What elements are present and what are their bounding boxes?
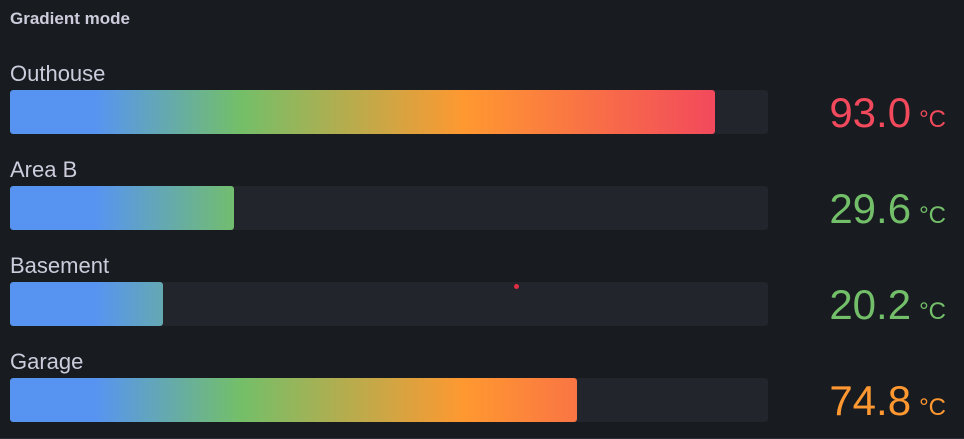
row-label: Outhouse	[10, 61, 106, 86]
value-display: 74.8 °C	[829, 379, 946, 423]
value-number: 93.0	[829, 89, 912, 136]
bar-fill	[10, 378, 577, 422]
value-unit: °C	[919, 298, 946, 325]
bar-fill	[10, 186, 234, 230]
gauge-row-outhouse: Outhouse 93.0 °C	[0, 61, 964, 151]
bar-track	[10, 186, 768, 230]
bar-track	[10, 282, 768, 326]
value-display: 20.2 °C	[829, 283, 946, 327]
value-number: 29.6	[829, 185, 912, 232]
bar-fill	[10, 90, 715, 134]
value-display: 29.6 °C	[829, 187, 946, 231]
gauge-row-garage: Garage 74.8 °C	[0, 349, 964, 439]
row-label: Basement	[10, 253, 110, 278]
bar-track	[10, 90, 768, 134]
panel-title[interactable]: Gradient mode	[10, 9, 130, 28]
cursor-dot	[514, 284, 519, 289]
value-unit: °C	[919, 202, 946, 229]
bar-fill	[10, 282, 163, 326]
value-number: 74.8	[829, 377, 912, 424]
value-unit: °C	[919, 106, 946, 133]
gauge-row-basement: Basement 20.2 °C	[0, 253, 964, 343]
row-label: Garage	[10, 349, 84, 374]
bar-track	[10, 378, 768, 422]
row-label: Area B	[10, 157, 78, 182]
value-display: 93.0 °C	[829, 91, 946, 135]
gauge-row-area-b: Area B 29.6 °C	[0, 157, 964, 247]
value-number: 20.2	[829, 281, 912, 328]
value-unit: °C	[919, 394, 946, 421]
